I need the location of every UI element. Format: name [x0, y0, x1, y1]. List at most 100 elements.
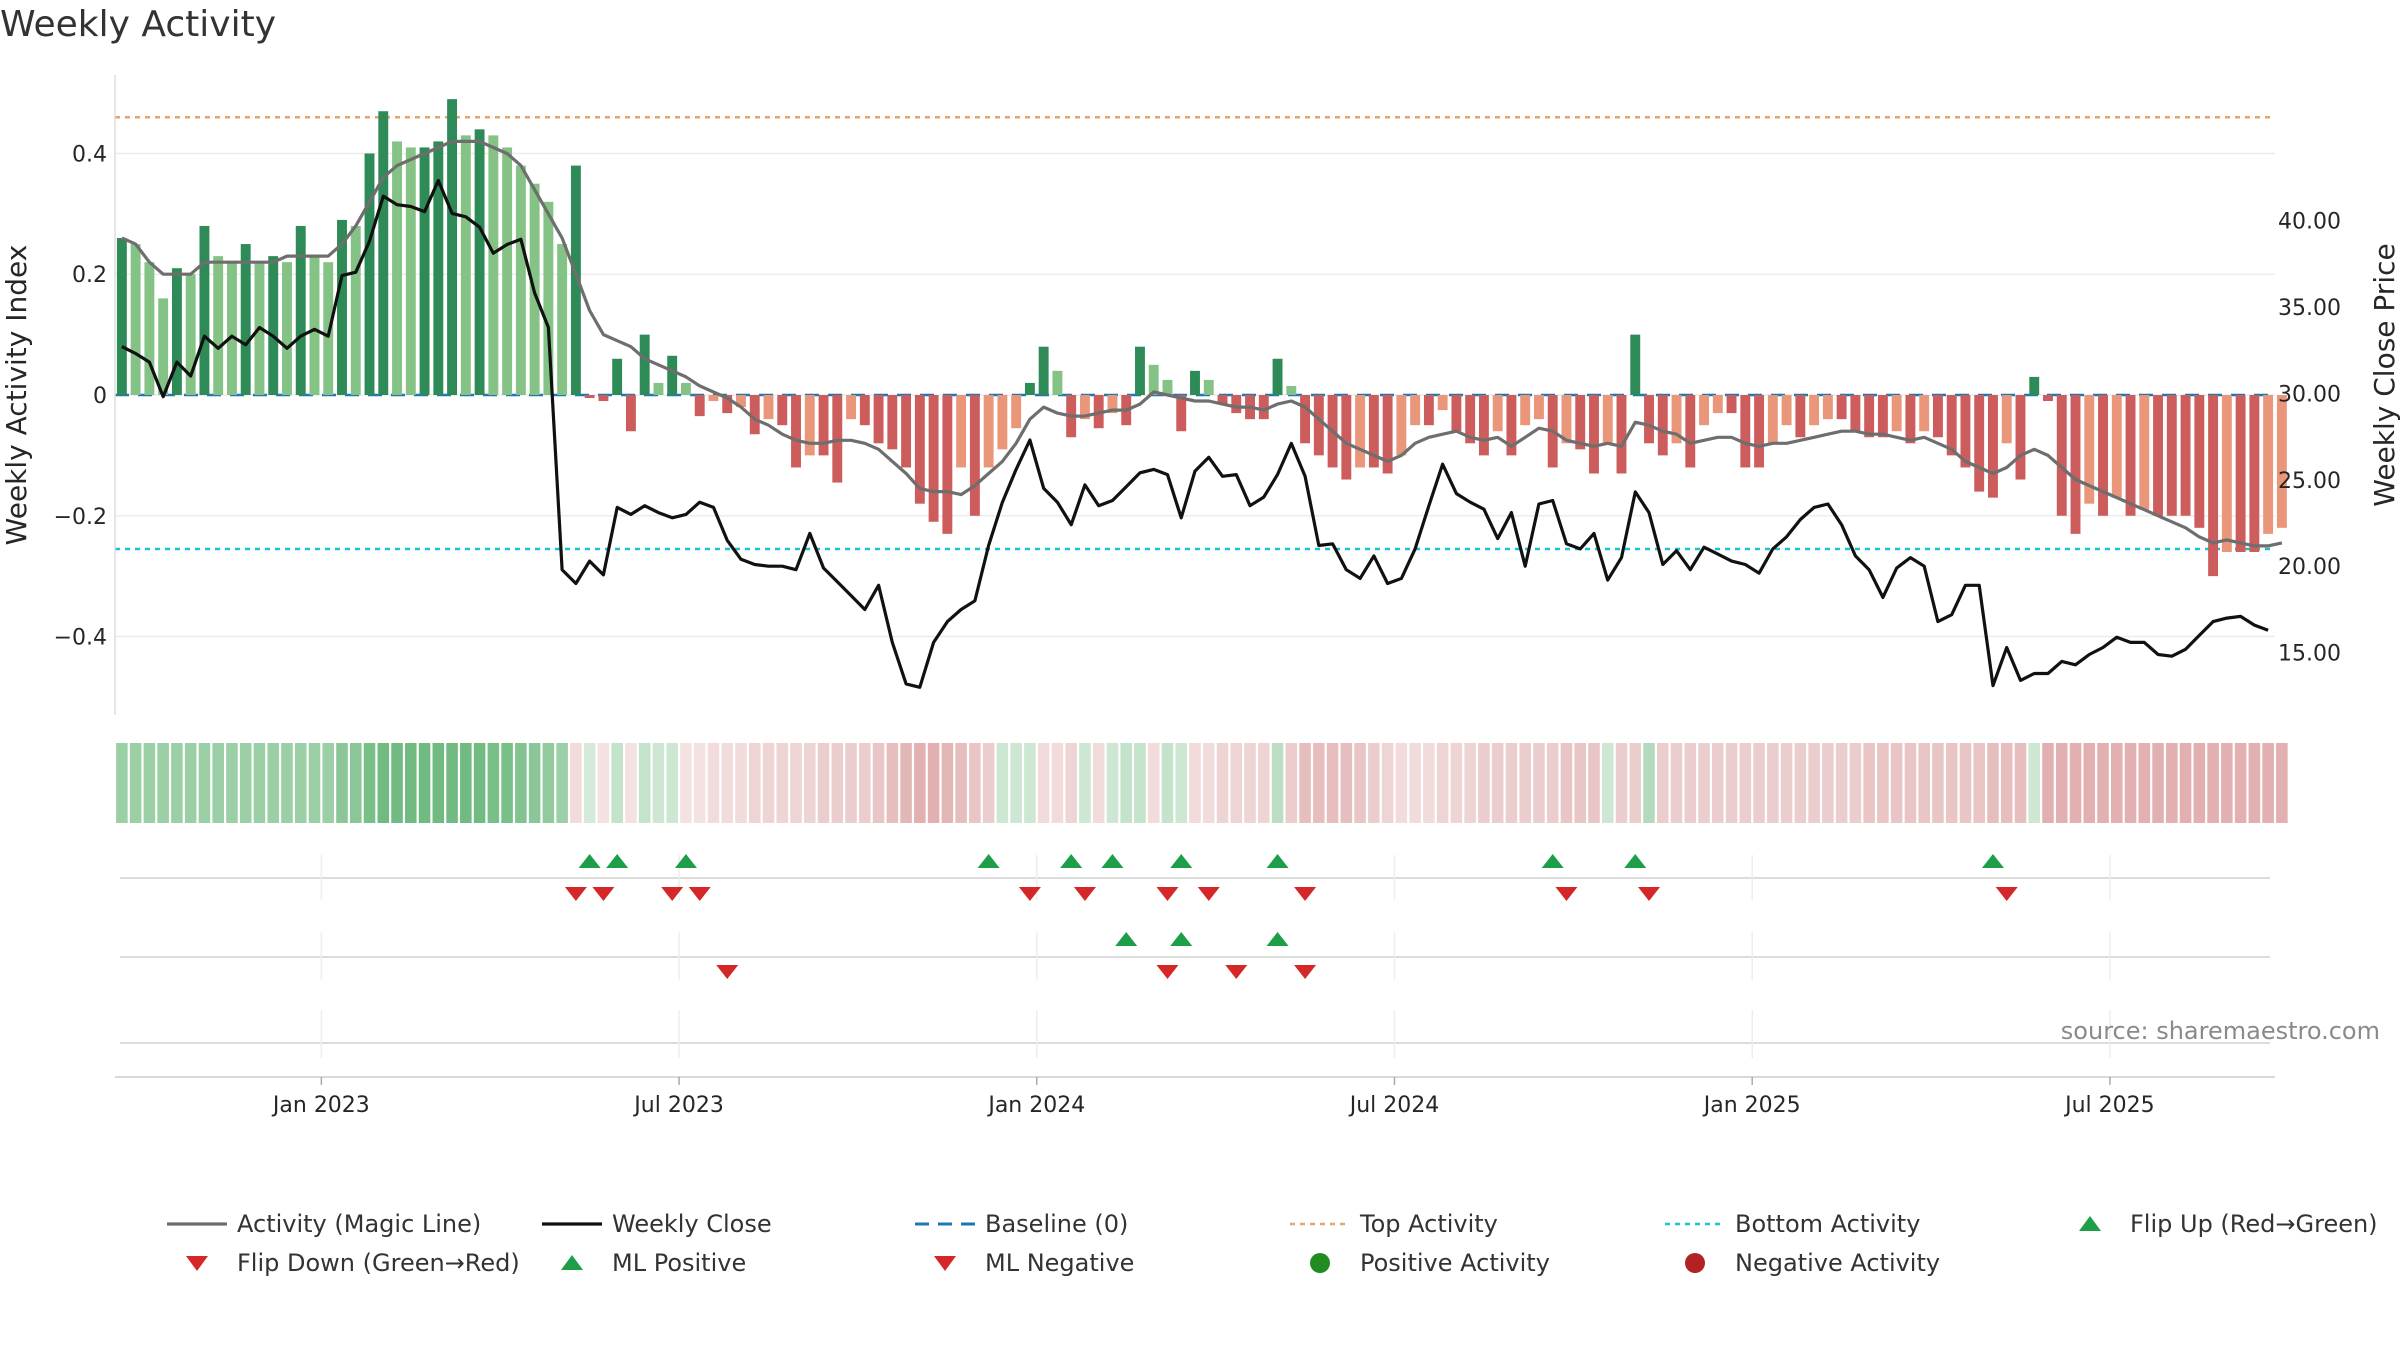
activity-bar: [1024, 382, 1035, 395]
legend-label: Negative Activity: [1735, 1249, 1940, 1277]
activity-bar: [2166, 395, 2177, 516]
heat-band-cell: [1299, 743, 1311, 823]
legend-item: Weekly Close: [542, 1210, 772, 1238]
activity-bar: [777, 395, 788, 426]
heat-band-cell: [1106, 743, 1119, 823]
activity-bar: [350, 225, 361, 395]
heat-band-cell: [157, 743, 169, 823]
heat-band-cell: [1340, 743, 1353, 823]
legend-item: Baseline (0): [915, 1210, 1128, 1238]
legend-label: Baseline (0): [985, 1210, 1128, 1238]
activity-bar: [681, 382, 691, 395]
activity-bar: [460, 135, 471, 395]
heat-band-cell: [1354, 743, 1366, 823]
heat-band-cell: [831, 743, 844, 823]
heat-band-cell: [2276, 743, 2288, 823]
activity-bar: [1712, 395, 1723, 414]
heat-band-cell: [1491, 743, 1504, 823]
heat-band-cell: [2166, 743, 2178, 823]
heat-band-cell: [693, 743, 706, 823]
activity-bar: [1754, 395, 1765, 468]
heat-band-cell: [1808, 743, 1820, 823]
heat-band-cell: [570, 743, 582, 823]
activity-bar: [625, 395, 636, 432]
right-axis-label: Weekly Close Price: [2368, 243, 2400, 506]
heat-band-cell: [1258, 743, 1270, 823]
heat-band-cell: [1175, 743, 1188, 823]
heat-band-cell: [1904, 743, 1917, 823]
activity-bar: [557, 244, 568, 395]
activity-bar: [1630, 334, 1641, 395]
activity-bar: [818, 395, 829, 456]
x-tick-label: Jul 2025: [2063, 1093, 2155, 1118]
activity-bar: [515, 165, 526, 395]
ml-negative-marker: [1294, 965, 1317, 979]
activity-bar: [323, 262, 334, 395]
heat-band-cell: [294, 743, 307, 823]
ml-positive-marker: [1170, 932, 1193, 946]
activity-bar: [158, 298, 169, 395]
heat-band-cell: [1835, 743, 1848, 823]
right-tick-label: 40.00: [2278, 209, 2341, 234]
heat-band-cell: [1849, 743, 1862, 823]
x-tick-label: Jan 2024: [986, 1093, 1085, 1118]
heat-band-cell: [1794, 743, 1807, 823]
heat-band-cell: [2069, 743, 2082, 823]
activity-bar: [1011, 395, 1022, 429]
heat-band-cell: [2179, 743, 2192, 823]
heat-band-cell: [680, 743, 692, 823]
heat-band-cell: [1863, 743, 1875, 823]
activity-bar: [282, 262, 292, 395]
activity-bar: [295, 225, 306, 395]
heat-band-cell: [1932, 743, 1944, 823]
left-tick-label: 0.2: [72, 263, 107, 288]
activity-bar: [653, 382, 664, 395]
activity-bar: [1506, 395, 1517, 456]
activity-bar: [1561, 395, 1572, 444]
activity-bar: [1836, 395, 1847, 420]
activity-bar: [2084, 395, 2095, 504]
heat-band-cell: [418, 743, 431, 823]
magic-line: [121, 139, 2283, 548]
heat-band-cell: [1092, 743, 1105, 823]
activity-bar: [1781, 395, 1792, 426]
heat-band-cell: [1051, 743, 1064, 823]
heat-band-cell: [955, 743, 967, 823]
heat-band-cell: [116, 743, 128, 823]
right-tick-label: 20.00: [2278, 555, 2341, 580]
activity-bar: [226, 262, 237, 395]
heat-band-cell: [1959, 743, 1972, 823]
left-tick-label: −0.2: [54, 505, 107, 530]
activity-bar: [1368, 395, 1379, 468]
activity-bar: [804, 395, 815, 456]
legend-item: Flip Up (Red→Green): [2079, 1210, 2378, 1238]
activity-bar: [1052, 370, 1063, 395]
heat-band-cell: [391, 743, 403, 823]
heat-band-cell: [2028, 743, 2041, 823]
activity-bar: [942, 395, 953, 534]
heat-band-cell: [184, 743, 197, 823]
activity-bar: [1946, 395, 1957, 456]
heat-band-cell: [253, 743, 266, 823]
activity-bar: [337, 219, 347, 395]
activity-bar: [2070, 395, 2081, 534]
activity-bar: [2208, 395, 2219, 577]
activity-bar: [405, 147, 416, 395]
activity-bar: [708, 395, 719, 402]
activity-bar: [185, 274, 196, 395]
activity-bar: [1217, 395, 1228, 405]
legend-label: Bottom Activity: [1735, 1210, 1920, 1238]
activity-bar: [130, 244, 141, 395]
flip-markers: [120, 854, 2270, 1058]
ml-positive-marker: [1266, 932, 1289, 946]
activity-bar: [1974, 395, 1985, 492]
legend-item: ML Positive: [561, 1249, 746, 1277]
activity-bar: [846, 395, 857, 420]
activity-bar: [1533, 395, 1544, 420]
heat-band-cell: [1987, 743, 1999, 823]
heat-band-cell: [1244, 743, 1256, 823]
legend-label: ML Negative: [985, 1249, 1134, 1277]
left-tick-label: 0: [93, 384, 107, 409]
heat-band-cell: [308, 743, 321, 823]
